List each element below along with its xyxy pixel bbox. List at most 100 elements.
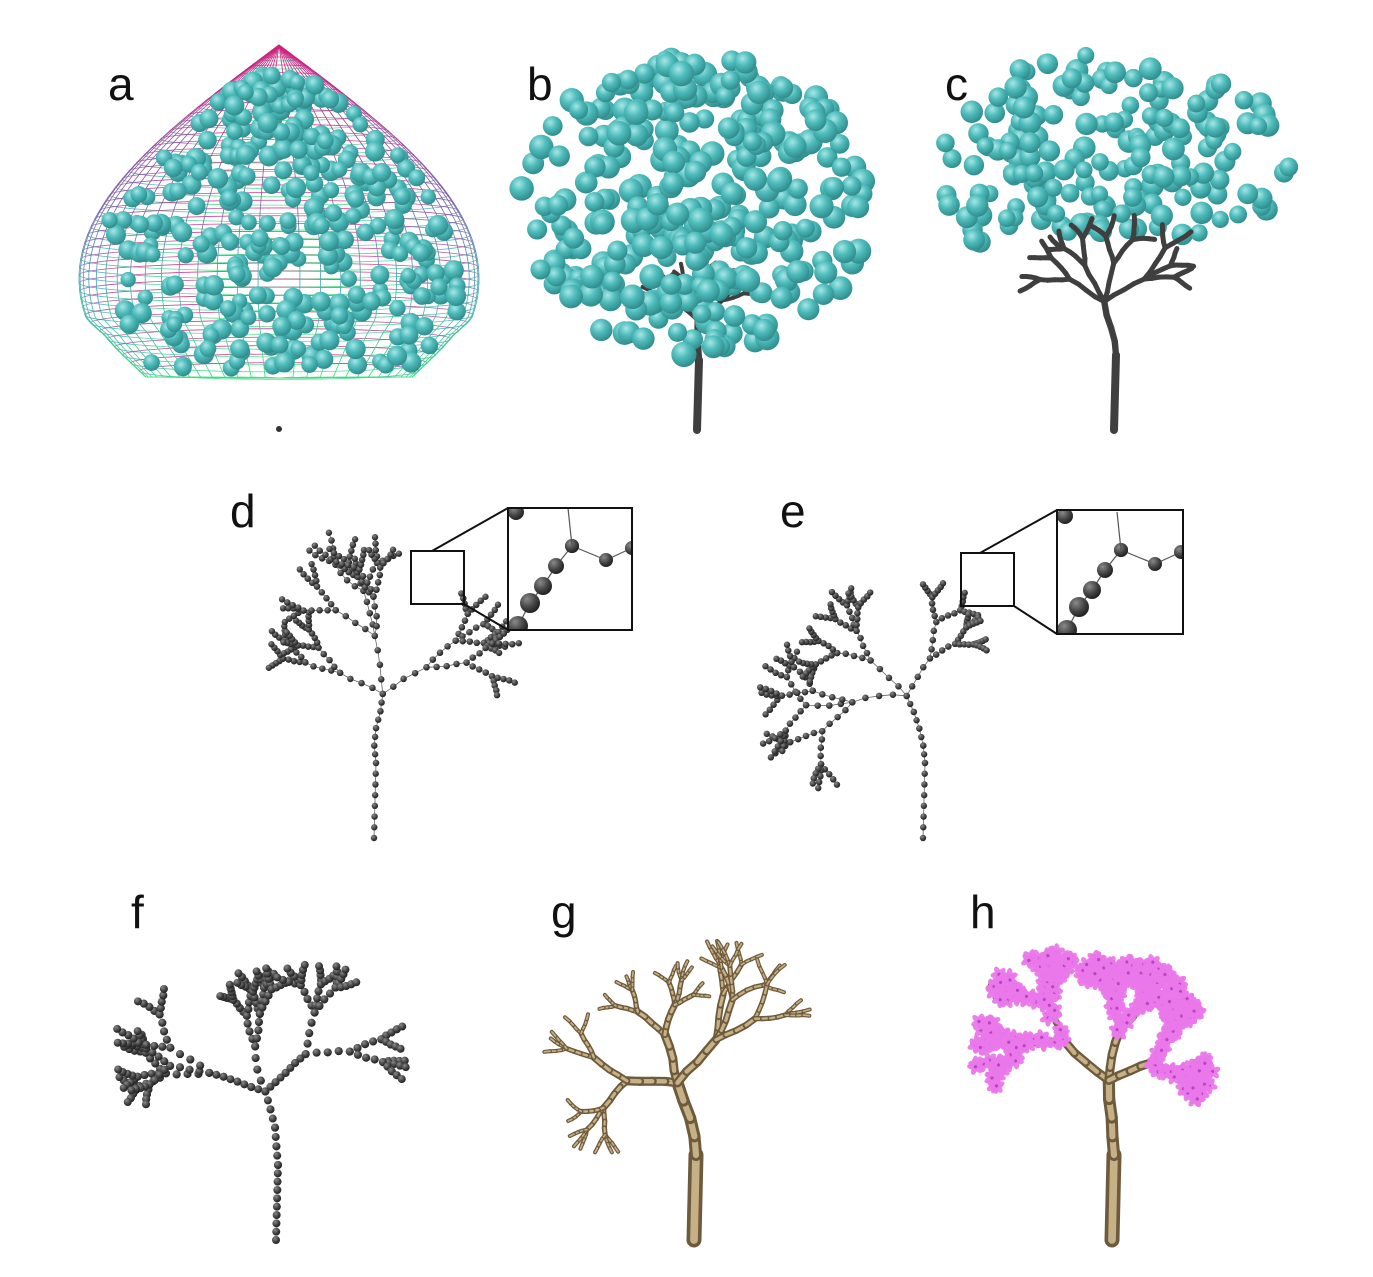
graph-node bbox=[398, 1022, 407, 1031]
tree-skeleton bbox=[1017, 213, 1197, 434]
attraction-point bbox=[823, 176, 845, 198]
graph-node bbox=[175, 1063, 184, 1072]
graph-node bbox=[809, 780, 817, 787]
graph-node bbox=[903, 692, 910, 700]
graph-node bbox=[933, 618, 940, 626]
attraction-point bbox=[584, 191, 605, 212]
graph-node bbox=[466, 638, 473, 645]
graph-node bbox=[226, 1075, 235, 1084]
graph-node bbox=[316, 547, 323, 554]
graph-node bbox=[343, 577, 351, 584]
graph-node bbox=[889, 691, 897, 698]
graph-node bbox=[373, 622, 380, 630]
graph-node bbox=[273, 1177, 282, 1186]
graph-node bbox=[814, 702, 821, 709]
graph-node bbox=[786, 652, 794, 660]
graph-node bbox=[916, 725, 923, 732]
graph-node bbox=[853, 627, 860, 635]
attraction-point bbox=[832, 240, 857, 264]
graph-node bbox=[310, 566, 317, 573]
graph-node bbox=[765, 737, 773, 745]
graph-node bbox=[133, 1027, 142, 1036]
graph-node bbox=[930, 627, 937, 635]
graph-node bbox=[853, 621, 860, 629]
attraction-point bbox=[273, 238, 291, 256]
attraction-point bbox=[190, 163, 208, 181]
attraction-point bbox=[701, 335, 725, 359]
attraction-point bbox=[426, 264, 445, 283]
attraction-point bbox=[1027, 186, 1049, 208]
graph-node bbox=[254, 1018, 263, 1027]
graph-node bbox=[372, 540, 379, 547]
attraction-point bbox=[1123, 187, 1143, 207]
attraction-point bbox=[370, 265, 390, 285]
graph-node bbox=[830, 776, 837, 783]
attraction-point bbox=[1237, 183, 1259, 205]
graph-node bbox=[762, 685, 769, 693]
graph-node bbox=[372, 770, 379, 777]
attraction-point bbox=[646, 193, 669, 216]
graph-node bbox=[366, 573, 374, 580]
attraction-point bbox=[1061, 68, 1082, 89]
graph-node bbox=[396, 1044, 405, 1053]
graph-node bbox=[263, 1096, 272, 1105]
graph-node bbox=[271, 1123, 280, 1132]
attraction-point bbox=[312, 216, 330, 235]
graph-node bbox=[762, 711, 769, 718]
attraction-point bbox=[1047, 204, 1066, 223]
graph-node bbox=[296, 566, 304, 573]
branch-segment bbox=[1017, 286, 1028, 294]
graph-node bbox=[802, 732, 810, 740]
graph-node bbox=[773, 655, 780, 663]
branch-highlight bbox=[543, 1050, 551, 1053]
graph-node bbox=[273, 1151, 282, 1160]
graph-node bbox=[359, 573, 367, 580]
graph-node bbox=[353, 1050, 362, 1059]
graph-node bbox=[243, 1019, 252, 1028]
graph-node bbox=[378, 699, 385, 706]
graph-node bbox=[348, 547, 355, 554]
graph-node bbox=[806, 625, 813, 632]
graph-node bbox=[314, 987, 323, 996]
attraction-point bbox=[445, 285, 467, 307]
graph-node bbox=[502, 640, 509, 648]
attraction-point bbox=[692, 304, 712, 324]
panel-f bbox=[113, 960, 410, 1244]
attraction-point bbox=[144, 246, 161, 263]
attraction-point bbox=[393, 187, 411, 206]
graph-node bbox=[273, 1169, 282, 1178]
graph-node bbox=[783, 641, 791, 648]
graph-node bbox=[328, 537, 335, 544]
graph-node bbox=[786, 738, 794, 746]
attraction-point bbox=[548, 145, 570, 167]
attraction-point bbox=[430, 278, 448, 296]
graph-node bbox=[473, 639, 480, 647]
attraction-point bbox=[1279, 157, 1299, 177]
graph-node bbox=[932, 651, 940, 658]
graph-node bbox=[938, 615, 946, 622]
graph-node bbox=[344, 562, 352, 569]
graph-node bbox=[262, 964, 271, 973]
graph-node bbox=[176, 1050, 185, 1059]
attraction-point bbox=[319, 330, 340, 351]
attraction-point bbox=[1012, 96, 1035, 119]
attraction-point bbox=[356, 223, 375, 242]
attraction-point bbox=[317, 245, 339, 266]
graph-node bbox=[815, 778, 823, 786]
graph-node bbox=[371, 632, 379, 640]
attraction-point bbox=[302, 127, 321, 146]
branch-segment bbox=[1088, 223, 1098, 231]
graph-node bbox=[265, 664, 273, 671]
graph-node bbox=[919, 834, 927, 842]
attraction-point bbox=[1187, 94, 1206, 113]
graph-node bbox=[290, 657, 298, 665]
attraction-point bbox=[661, 172, 684, 195]
attraction-point bbox=[1091, 153, 1109, 171]
graph-node bbox=[240, 1080, 249, 1089]
attraction-point bbox=[145, 214, 163, 232]
graph-node bbox=[272, 1236, 280, 1244]
graph-node bbox=[819, 691, 826, 698]
attraction-points bbox=[509, 47, 876, 368]
attraction-point bbox=[804, 109, 827, 132]
graph-node bbox=[253, 1065, 262, 1074]
